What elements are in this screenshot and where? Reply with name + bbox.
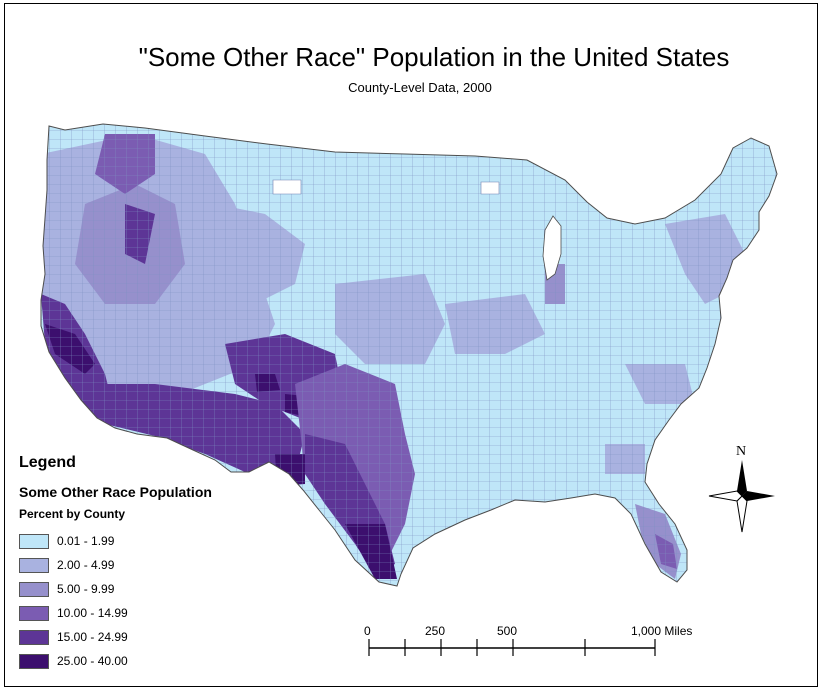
legend-item: 5.00 - 9.99 (19, 577, 289, 601)
legend-item: 10.00 - 14.99 (19, 601, 289, 625)
legend-item: 15.00 - 24.99 (19, 625, 289, 649)
legend-label: 0.01 - 1.99 (57, 534, 115, 548)
legend-item: 0.01 - 1.99 (19, 529, 289, 553)
map-frame: "Some Other Race" Population in the Unit… (4, 3, 818, 687)
legend-label: 10.00 - 14.99 (57, 606, 128, 620)
lake-michigan (542, 215, 562, 281)
scale-label-250: 250 (425, 624, 446, 638)
legend-swatch (19, 605, 49, 621)
north-arrow: N (705, 444, 780, 534)
north-arrow-icon (708, 460, 775, 533)
scale-bar-graphic (368, 639, 656, 656)
map-title: "Some Other Race" Population in the Unit… (138, 42, 730, 72)
legend-items: 0.01 - 1.99 2.00 - 4.99 5.00 - 9.99 10.00 -… (19, 529, 289, 673)
legend: Legend Some Other Race Population Percen… (19, 454, 289, 673)
legend-swatch (19, 653, 49, 669)
map-subtitle: County-Level Data, 2000 (348, 80, 492, 95)
us-county-map (40, 123, 778, 587)
legend-swatch (19, 629, 49, 645)
legend-item: 25.00 - 40.00 (19, 649, 289, 673)
legend-label: 5.00 - 9.99 (57, 582, 115, 596)
no-data-county (272, 179, 302, 195)
scale-bar: 0 250 500 1,000 Miles (359, 624, 699, 664)
legend-label: 2.00 - 4.99 (57, 558, 115, 572)
north-label: N (736, 444, 747, 459)
legend-label: 15.00 - 24.99 (57, 630, 128, 644)
legend-item: 2.00 - 4.99 (19, 553, 289, 577)
scale-label-0: 0 (364, 624, 371, 638)
legend-layer-name: Some Other Race Population (19, 484, 212, 500)
legend-swatch (19, 533, 49, 549)
no-data-county (480, 181, 500, 195)
scale-label-500: 500 (497, 624, 518, 638)
scale-label-1000: 1,000 Miles (631, 624, 693, 638)
legend-field-name: Percent by County (19, 507, 126, 521)
legend-swatch (19, 557, 49, 573)
legend-swatch (19, 581, 49, 597)
legend-label: 25.00 - 40.00 (57, 654, 128, 668)
legend-title: Legend (19, 454, 76, 471)
